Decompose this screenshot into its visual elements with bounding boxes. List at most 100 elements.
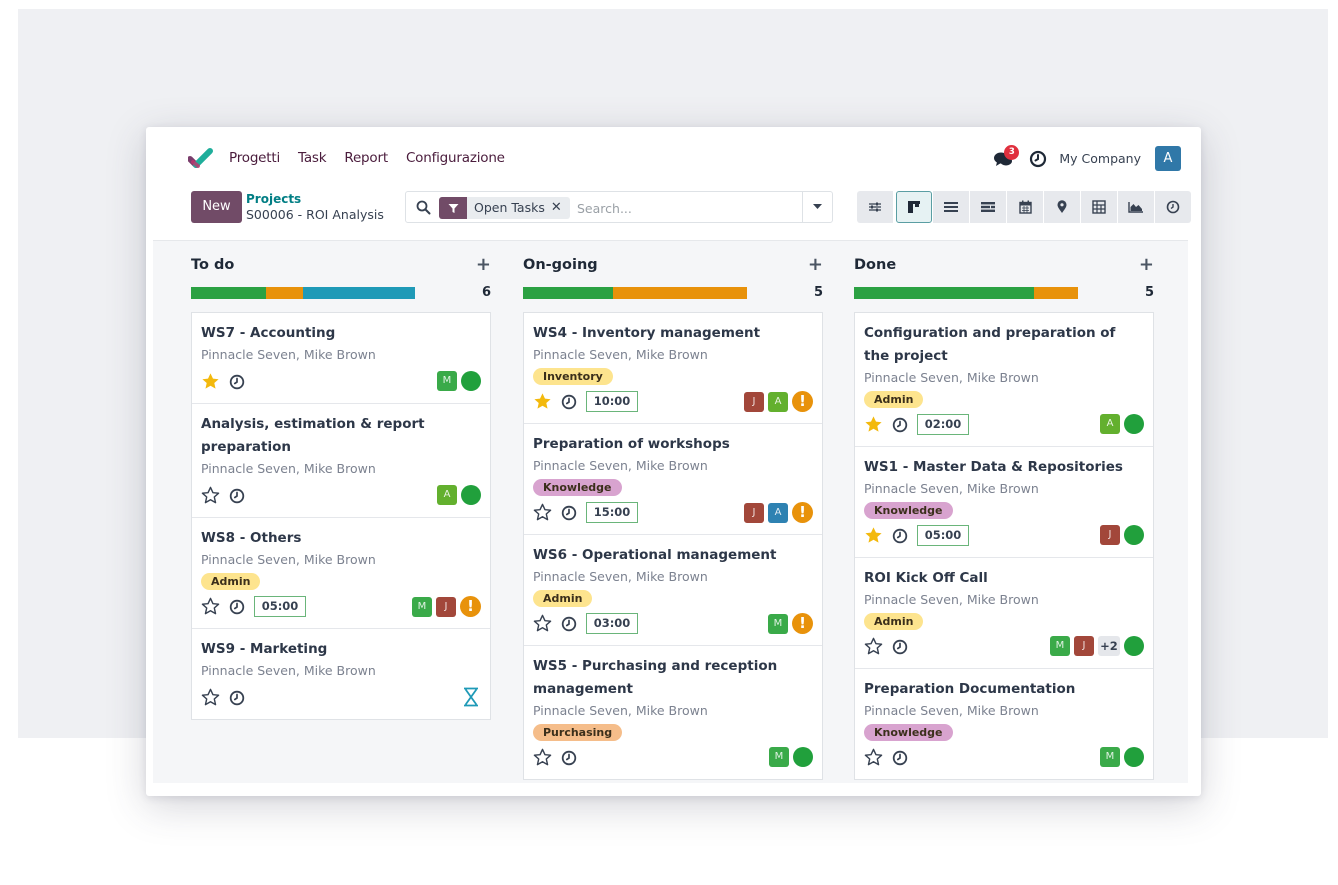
task-title[interactable]: WS5 - Purchasing and reception managemen… — [533, 658, 778, 697]
remove-facet-icon[interactable]: ✕ — [550, 200, 562, 215]
star-outline-icon[interactable] — [864, 748, 883, 767]
activity-clock-icon[interactable] — [1029, 150, 1047, 168]
activity-clock-icon[interactable] — [561, 616, 577, 632]
status-done-dot-icon[interactable] — [1124, 525, 1144, 545]
star-filled-icon[interactable] — [201, 372, 220, 391]
task-title[interactable]: WS7 - Accounting — [201, 325, 336, 341]
activity-clock-icon[interactable] — [892, 417, 908, 433]
add-task-plus-icon[interactable]: + — [1138, 254, 1154, 275]
star-outline-icon[interactable] — [533, 748, 552, 767]
task-title[interactable]: Preparation of workshops — [533, 436, 730, 452]
task-title[interactable]: WS6 - Operational management — [533, 547, 777, 563]
pivot-view-button[interactable] — [1081, 191, 1117, 223]
task-title[interactable]: Configuration and preparation of the pro… — [864, 325, 1116, 364]
assignee-avatar[interactable]: J — [436, 596, 456, 617]
task-title[interactable]: WS8 - Others — [201, 530, 302, 546]
task-card[interactable]: Configuration and preparation of the pro… — [855, 313, 1153, 447]
progress-segment[interactable] — [854, 287, 1034, 299]
assignee-avatar[interactable]: A — [437, 485, 457, 505]
task-card[interactable]: ROI Kick Off Call Pinnacle Seven, Mike Br… — [855, 558, 1153, 669]
assignee-avatar[interactable]: A — [768, 391, 788, 412]
assignee-avatar[interactable]: M — [768, 613, 788, 634]
gantt-view-button[interactable] — [970, 191, 1006, 223]
star-filled-icon[interactable] — [864, 526, 883, 545]
status-done-dot-icon[interactable] — [1124, 747, 1144, 767]
star-outline-icon[interactable] — [533, 614, 552, 633]
activity-clock-icon[interactable] — [229, 374, 245, 390]
task-card[interactable]: WS6 - Operational management Pinnacle Sev… — [524, 535, 822, 646]
calendar-view-button[interactable] — [1007, 191, 1043, 223]
status-done-dot-icon[interactable] — [1124, 414, 1144, 434]
graph-view-button[interactable] — [1118, 191, 1154, 223]
new-button[interactable]: New — [191, 191, 242, 223]
column-title[interactable]: Done — [854, 257, 897, 273]
column-progress-bar[interactable] — [523, 287, 747, 299]
star-outline-icon[interactable] — [864, 637, 883, 656]
add-task-plus-icon[interactable]: + — [807, 254, 823, 275]
assignee-avatar[interactable]: M — [412, 596, 432, 617]
task-card[interactable]: WS9 - Marketing Pinnacle Seven, Mike Brow… — [192, 629, 490, 719]
star-outline-icon[interactable] — [201, 688, 220, 707]
activity-clock-icon[interactable] — [892, 750, 908, 766]
activity-clock-icon[interactable] — [229, 599, 245, 615]
progress-segment[interactable] — [523, 287, 613, 299]
task-title[interactable]: Analysis, estimation & report preparatio… — [201, 416, 425, 455]
menu-item-task[interactable]: Task — [298, 150, 327, 166]
menu-item-configurazione[interactable]: Configurazione — [405, 150, 505, 166]
status-warning-icon[interactable]: ! — [460, 596, 481, 617]
status-done-dot-icon[interactable] — [793, 747, 813, 767]
more-assignees-badge[interactable]: +2 — [1098, 636, 1120, 656]
task-card[interactable]: WS7 - Accounting Pinnacle Seven, Mike Bro… — [192, 313, 490, 404]
assignee-avatar[interactable]: J — [1100, 525, 1120, 545]
messaging-button[interactable]: 3 — [993, 144, 1020, 169]
breadcrumb-projects-link[interactable]: Projects — [246, 192, 302, 206]
filters-toggle-button[interactable] — [857, 191, 893, 223]
project-app-logo-icon[interactable] — [188, 147, 214, 169]
map-view-button[interactable] — [1044, 191, 1080, 223]
activity-clock-icon[interactable] — [229, 690, 245, 706]
column-title[interactable]: On-going — [523, 257, 598, 273]
user-avatar[interactable]: A — [1155, 146, 1181, 171]
task-card[interactable]: Preparation of workshops Pinnacle Seven, … — [524, 424, 822, 535]
column-title[interactable]: To do — [191, 257, 235, 273]
star-outline-icon[interactable] — [533, 503, 552, 522]
status-done-dot-icon[interactable] — [461, 485, 481, 505]
status-done-dot-icon[interactable] — [461, 371, 481, 391]
assignee-avatar[interactable]: A — [1100, 414, 1120, 434]
task-card[interactable]: WS1 - Master Data & Repositories Pinnacle… — [855, 447, 1153, 558]
search-options-toggle[interactable] — [802, 192, 832, 222]
column-progress-bar[interactable] — [191, 287, 415, 299]
add-task-plus-icon[interactable]: + — [475, 254, 491, 275]
assignee-avatar[interactable]: M — [769, 747, 789, 767]
assignee-avatar[interactable]: J — [744, 502, 764, 523]
progress-segment[interactable] — [266, 287, 303, 299]
task-title[interactable]: Preparation Documentation — [864, 681, 1076, 697]
star-filled-icon[interactable] — [533, 392, 552, 411]
task-card[interactable]: WS5 - Purchasing and reception managemen… — [524, 646, 822, 779]
status-warning-icon[interactable]: ! — [792, 613, 813, 634]
task-title[interactable]: WS9 - Marketing — [201, 641, 328, 657]
progress-segment[interactable] — [303, 287, 415, 299]
company-switcher[interactable]: My Company — [1059, 151, 1141, 166]
task-title[interactable]: WS1 - Master Data & Repositories — [864, 459, 1123, 475]
activity-clock-icon[interactable] — [561, 394, 577, 410]
kanban-view-button[interactable] — [896, 191, 932, 223]
task-title[interactable]: ROI Kick Off Call — [864, 570, 988, 586]
list-view-button[interactable] — [933, 191, 969, 223]
star-filled-icon[interactable] — [864, 415, 883, 434]
status-warning-icon[interactable]: ! — [792, 391, 813, 412]
hourglass-waiting-icon[interactable] — [461, 687, 481, 707]
task-card[interactable]: WS8 - Others Pinnacle Seven, Mike Brown Ad… — [192, 518, 490, 629]
progress-segment[interactable] — [191, 287, 266, 299]
task-card[interactable]: Preparation Documentation Pinnacle Seven,… — [855, 669, 1153, 779]
search-icon[interactable] — [416, 200, 431, 215]
status-done-dot-icon[interactable] — [1124, 636, 1144, 656]
activity-clock-icon[interactable] — [892, 528, 908, 544]
activity-clock-icon[interactable] — [561, 750, 577, 766]
star-outline-icon[interactable] — [201, 597, 220, 616]
star-outline-icon[interactable] — [201, 486, 220, 505]
progress-segment[interactable] — [1034, 287, 1078, 299]
task-card[interactable]: Analysis, estimation & report preparatio… — [192, 404, 490, 518]
assignee-avatar[interactable]: A — [768, 502, 788, 523]
menu-item-progetti[interactable]: Progetti — [229, 150, 281, 166]
